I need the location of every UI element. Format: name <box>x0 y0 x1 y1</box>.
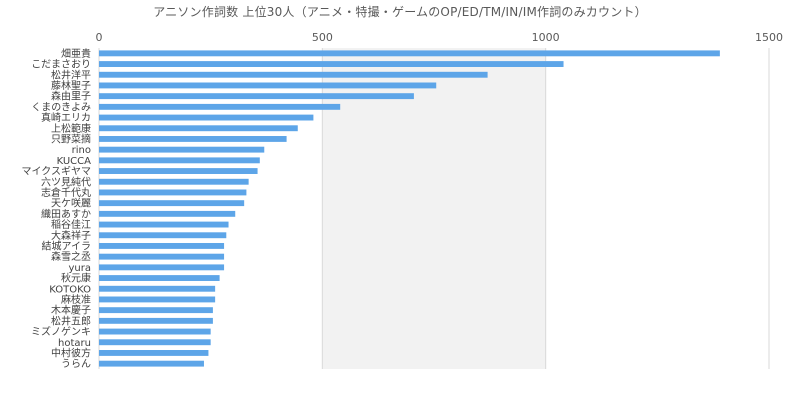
category-label: 只野菜摘 <box>51 132 91 145</box>
bar <box>99 178 249 185</box>
category-label: 森雪之丞 <box>51 250 91 263</box>
plot-band-layer <box>322 48 546 369</box>
category-label: うらん <box>61 358 91 370</box>
bar <box>99 61 564 67</box>
chart-title: アニソン作詞数 上位30人（アニメ・特撮・ゲームのOP/ED/TM/IN/IM作… <box>153 5 647 19</box>
category-label: 木本慶子 <box>51 304 91 317</box>
bar <box>99 200 245 207</box>
category-label: yura <box>69 263 92 274</box>
bar-layer <box>99 50 720 367</box>
bar <box>99 296 216 303</box>
bar <box>99 125 298 132</box>
plot-band <box>322 48 546 369</box>
bar <box>99 275 220 281</box>
x-tick-label: 500 <box>312 31 333 44</box>
bar <box>99 114 314 121</box>
bar <box>99 317 213 324</box>
bar <box>99 71 488 78</box>
bar <box>99 103 341 110</box>
category-label: 畑亜貴 <box>61 47 91 60</box>
category-label: 森由里子 <box>51 90 91 103</box>
x-tick-label: 0 <box>96 31 103 44</box>
bar <box>99 285 216 292</box>
bar <box>99 307 213 314</box>
bar <box>99 221 229 228</box>
x-tick-label: 1500 <box>755 31 783 44</box>
bar <box>99 360 204 367</box>
bar <box>99 168 258 174</box>
category-label: 織田あすか <box>41 207 91 220</box>
category-label: 秋元康 <box>61 272 91 285</box>
category-label: 大森祥子 <box>51 229 91 242</box>
category-label: 松井洋平 <box>51 68 91 81</box>
category-label: こだまさおり <box>31 59 91 71</box>
category-label: 志倉千代丸 <box>41 186 91 199</box>
bar <box>99 253 225 260</box>
bar <box>99 82 437 89</box>
bar <box>99 189 247 196</box>
bar <box>99 157 260 164</box>
bar <box>99 50 720 57</box>
category-label: 上松範康 <box>51 122 91 135</box>
bar <box>99 339 211 346</box>
category-label: hotaru <box>58 338 91 349</box>
category-label: 六ツ見純代 <box>41 175 91 188</box>
category-label: 藤林聖子 <box>51 79 91 92</box>
category-label: ミズノゲンキ <box>31 325 91 338</box>
bar <box>99 146 265 153</box>
category-label: KUCCA <box>57 156 92 167</box>
category-label-layer: 畑亜貴こだまさおり松井洋平藤林聖子森由里子くまのきよみ真崎エリカ上松範康只野菜摘… <box>22 47 92 370</box>
bar <box>99 93 414 100</box>
category-label: 真崎エリカ <box>41 111 91 124</box>
x-tick-layer: 0 500 1000 1500 <box>96 31 784 44</box>
category-label: 中村彼方 <box>51 346 91 359</box>
category-label: 結城アイラ <box>42 239 92 252</box>
bar <box>99 243 225 249</box>
bar <box>99 136 287 142</box>
category-label: rino <box>72 145 91 156</box>
bar <box>99 210 236 217</box>
bar <box>99 264 225 271</box>
category-label: 稲谷佳江 <box>51 218 91 231</box>
category-label: くまのきよみ <box>31 101 91 113</box>
category-label: マイクスギヤマ <box>22 166 92 178</box>
category-label: 松井五郎 <box>51 314 91 327</box>
category-label: KOTOKO <box>49 284 91 295</box>
bar <box>99 328 211 335</box>
gridline-layer <box>98 48 770 369</box>
category-label: 天ケ咲麗 <box>51 197 91 210</box>
bar <box>99 350 209 356</box>
category-label: 麻枝准 <box>61 293 91 306</box>
bar <box>99 232 227 239</box>
x-tick-label: 1000 <box>532 31 560 44</box>
